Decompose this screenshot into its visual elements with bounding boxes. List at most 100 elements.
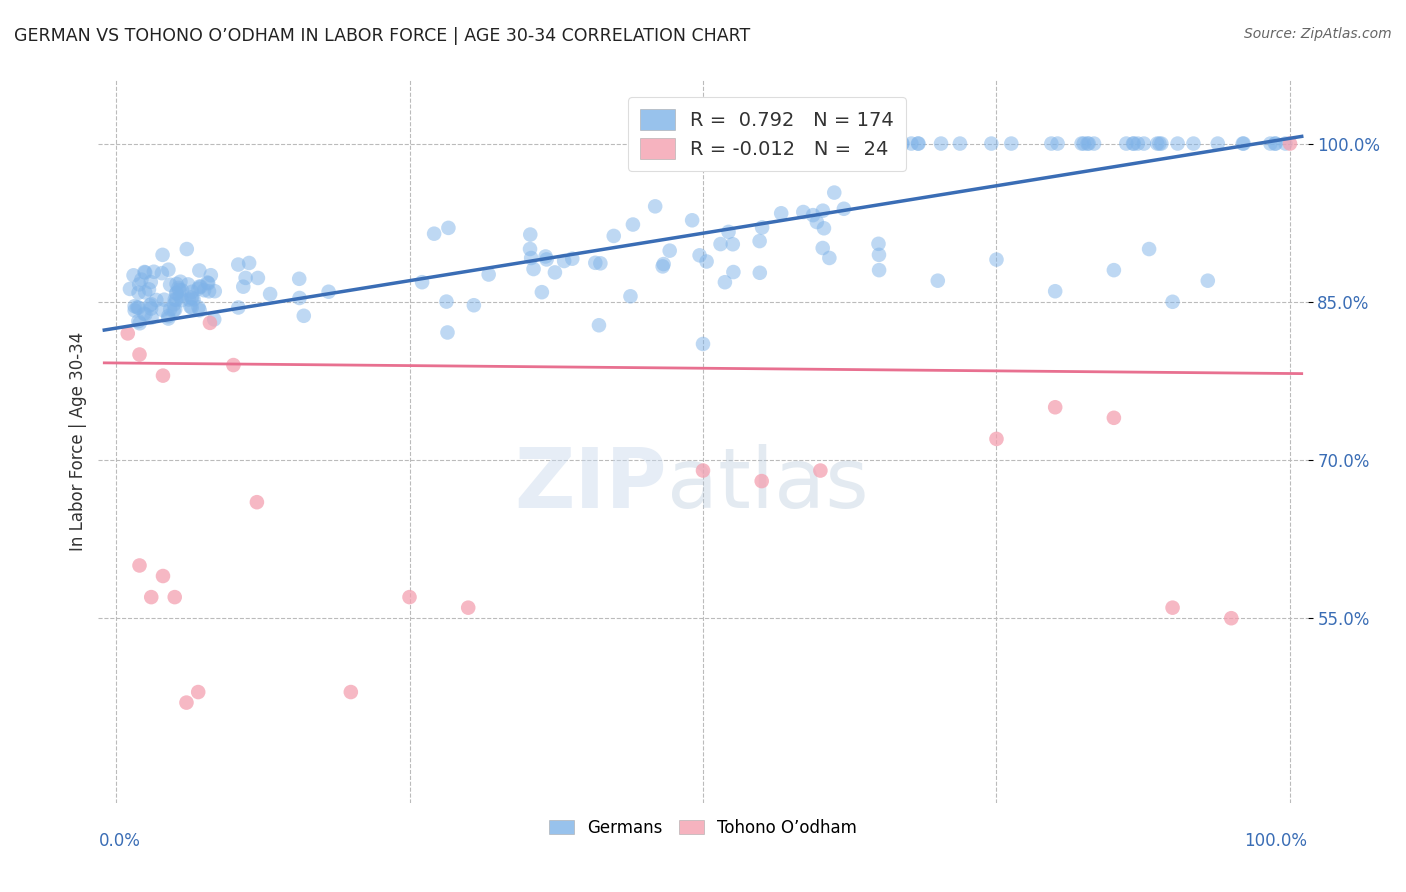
- Text: ZIP: ZIP: [515, 444, 666, 525]
- Point: [176, 696, 198, 710]
- Point: [1161, 294, 1184, 309]
- Point: [544, 265, 567, 279]
- Point: [1122, 136, 1144, 151]
- Point: [118, 282, 141, 296]
- Point: [1149, 136, 1171, 151]
- Point: [288, 272, 311, 286]
- Point: [288, 291, 311, 305]
- Point: [519, 242, 541, 256]
- Point: [292, 309, 315, 323]
- Point: [198, 285, 221, 299]
- Point: [1264, 136, 1286, 151]
- Point: [457, 600, 479, 615]
- Point: [436, 294, 458, 309]
- Point: [832, 202, 855, 216]
- Point: [1040, 136, 1063, 151]
- Point: [163, 303, 186, 318]
- Point: [714, 275, 737, 289]
- Point: [170, 284, 193, 298]
- Point: [1133, 136, 1156, 151]
- Point: [152, 248, 174, 262]
- Point: [644, 199, 666, 213]
- Point: [169, 275, 191, 289]
- Point: [1206, 136, 1229, 151]
- Point: [141, 297, 163, 311]
- Point: [127, 314, 149, 328]
- Point: [124, 299, 146, 313]
- Point: [124, 303, 146, 318]
- Point: [463, 298, 485, 312]
- Point: [190, 279, 212, 293]
- Point: [238, 256, 260, 270]
- Point: [246, 495, 269, 509]
- Point: [751, 220, 773, 235]
- Point: [159, 302, 181, 317]
- Point: [696, 254, 718, 268]
- Y-axis label: In Labor Force | Age 30-34: In Labor Force | Age 30-34: [69, 332, 87, 551]
- Point: [128, 558, 150, 573]
- Point: [226, 301, 249, 315]
- Point: [717, 225, 740, 239]
- Point: [179, 300, 201, 314]
- Text: 0.0%: 0.0%: [98, 831, 141, 850]
- Point: [868, 263, 890, 277]
- Point: [141, 590, 163, 604]
- Point: [1274, 136, 1296, 151]
- Point: [181, 291, 204, 305]
- Point: [927, 274, 949, 288]
- Point: [1083, 136, 1105, 151]
- Point: [801, 208, 824, 222]
- Point: [553, 254, 575, 268]
- Legend: Germans, Tohono O’odham: Germans, Tohono O’odham: [540, 810, 866, 845]
- Point: [166, 277, 188, 291]
- Point: [1137, 242, 1160, 256]
- Point: [150, 266, 173, 280]
- Point: [163, 297, 186, 311]
- Point: [1102, 410, 1125, 425]
- Point: [157, 262, 180, 277]
- Point: [197, 277, 219, 291]
- Point: [152, 569, 174, 583]
- Point: [122, 268, 145, 283]
- Point: [128, 277, 150, 292]
- Text: atlas: atlas: [666, 444, 869, 525]
- Point: [986, 252, 1008, 267]
- Point: [1046, 136, 1069, 151]
- Point: [1233, 136, 1256, 151]
- Point: [177, 277, 200, 292]
- Point: [117, 326, 139, 341]
- Point: [811, 241, 834, 255]
- Point: [134, 265, 156, 279]
- Point: [176, 242, 198, 256]
- Point: [891, 136, 914, 151]
- Point: [1077, 136, 1099, 151]
- Point: [187, 282, 209, 296]
- Point: [1122, 136, 1144, 151]
- Point: [1260, 136, 1282, 151]
- Point: [583, 256, 606, 270]
- Point: [748, 234, 770, 248]
- Point: [811, 203, 834, 218]
- Point: [152, 368, 174, 383]
- Text: 100.0%: 100.0%: [1244, 831, 1308, 850]
- Point: [949, 136, 972, 151]
- Point: [163, 293, 186, 307]
- Point: [709, 237, 731, 252]
- Point: [259, 287, 281, 301]
- Point: [891, 136, 914, 151]
- Point: [188, 279, 211, 293]
- Point: [153, 293, 176, 307]
- Point: [751, 474, 773, 488]
- Point: [170, 293, 193, 308]
- Point: [651, 260, 673, 274]
- Point: [232, 279, 254, 293]
- Point: [621, 218, 644, 232]
- Point: [128, 316, 150, 330]
- Point: [520, 251, 543, 265]
- Point: [128, 347, 150, 361]
- Point: [411, 275, 433, 289]
- Point: [748, 266, 770, 280]
- Point: [198, 316, 221, 330]
- Point: [588, 318, 610, 333]
- Point: [692, 464, 714, 478]
